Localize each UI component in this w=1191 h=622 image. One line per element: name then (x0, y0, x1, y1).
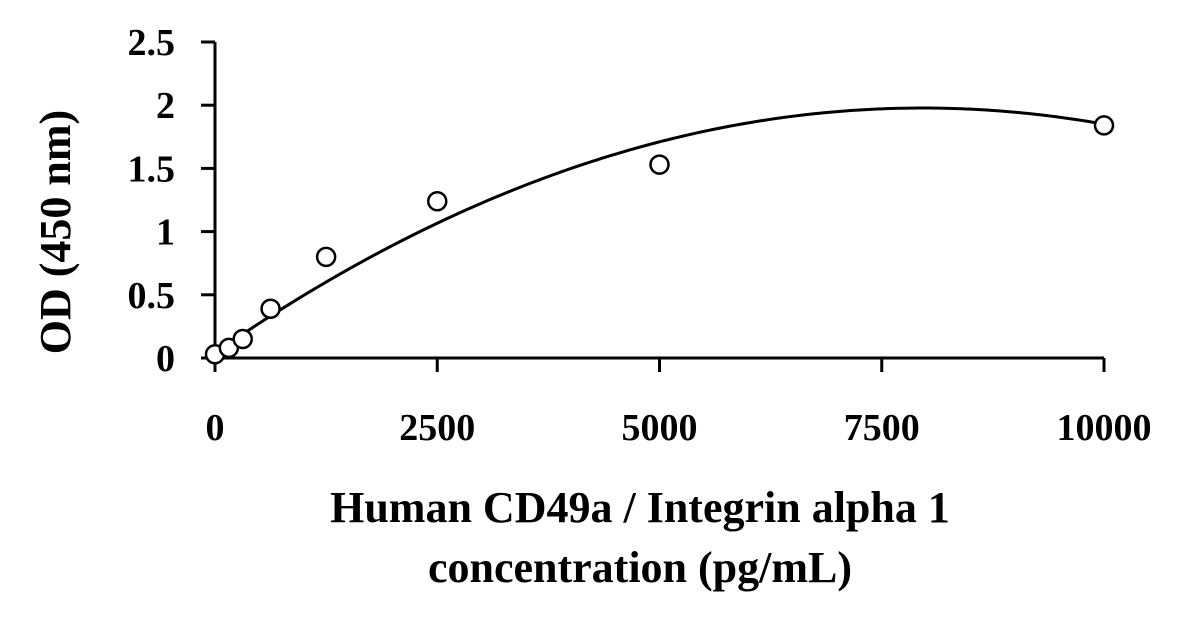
y-tick-label: 1 (156, 212, 175, 254)
y-tick-label: 1.5 (128, 148, 176, 190)
y-tick-label: 0 (156, 338, 175, 380)
fit-curve (214, 106, 1105, 355)
data-point (260, 298, 281, 319)
data-point (232, 328, 253, 350)
x-axis-label-line-2: concentration (pg/mL) (428, 543, 852, 592)
ticks (201, 40, 1106, 372)
y-tick-label: 2.5 (128, 22, 176, 64)
data-point (427, 191, 448, 212)
x-tick-label: 5000 (622, 407, 698, 449)
data-point (1093, 115, 1115, 136)
axes (213, 42, 1104, 360)
x-tick-label: 7500 (844, 407, 920, 449)
x-axis-label-line-1: Human CD49a / Integrin alpha 1 (330, 483, 950, 532)
data-point (315, 246, 337, 268)
data-points (204, 115, 1115, 365)
y-tick-label: 0.5 (128, 275, 176, 317)
x-tick-label: 2500 (399, 407, 475, 449)
x-tick-label: 10000 (1057, 407, 1152, 449)
tick-labels: 0 0.5 1 1.5 2 2.5 0 2500 5000 7500 10000 (128, 22, 1152, 449)
y-tick-label: 2 (156, 85, 175, 127)
data-point (649, 154, 670, 175)
y-axis-label: OD (450 nm) (31, 110, 80, 354)
x-tick-label: 0 (206, 407, 225, 449)
